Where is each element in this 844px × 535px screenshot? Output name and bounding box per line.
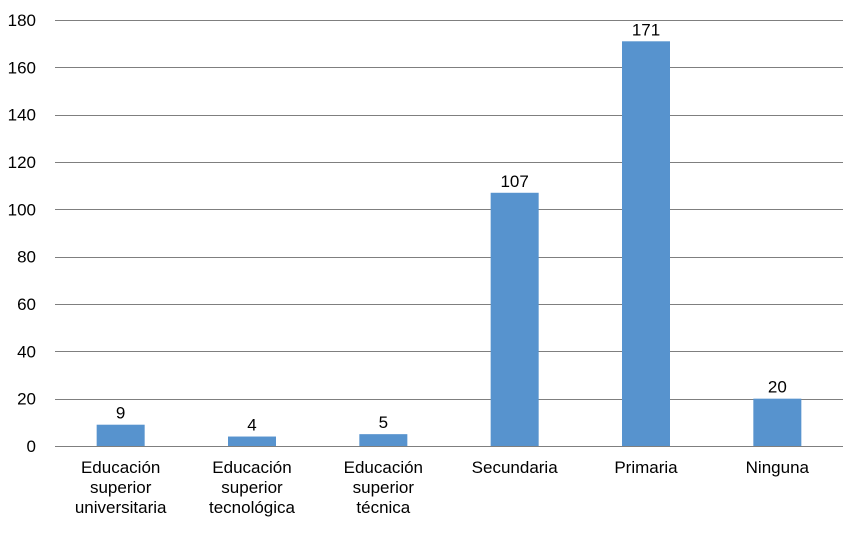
x-category-label-line: superior: [353, 478, 415, 497]
bars: [96, 41, 802, 447]
y-tick-label: 140: [8, 106, 36, 125]
y-tick-label: 40: [17, 342, 36, 361]
bar-data-label: 107: [500, 172, 528, 191]
x-category-label-line: Ninguna: [746, 458, 810, 477]
y-tick-label: 100: [8, 200, 36, 219]
x-category-label-line: Primaria: [614, 458, 678, 477]
x-category-label-line: técnica: [356, 498, 410, 517]
x-category-label-line: Educación: [344, 458, 423, 477]
bar-data-label: 171: [632, 20, 660, 39]
data-labels: 9 4 5 107 171 20: [116, 20, 787, 434]
bar: [622, 41, 670, 447]
x-category-label: Ninguna: [746, 458, 810, 477]
x-category-label-line: Secundaria: [472, 458, 559, 477]
bar: [753, 398, 802, 446]
x-category-label-line: universitaria: [75, 498, 167, 517]
x-category-label: Secundaria: [472, 458, 559, 477]
y-tick-label: 80: [17, 248, 36, 267]
x-category-label: Educación superior tecnológica: [209, 458, 296, 517]
x-category-label-line: Educación: [81, 458, 160, 477]
y-tick-label: 180: [8, 11, 36, 30]
x-category-label-line: superior: [90, 478, 152, 497]
bar-data-label: 4: [247, 416, 256, 435]
bar: [228, 436, 276, 446]
x-category-label: Primaria: [614, 458, 678, 477]
bar-data-label: 5: [379, 413, 388, 432]
y-tick-label: 20: [17, 390, 36, 409]
x-category-label: Educación superior universitaria: [75, 458, 167, 517]
x-category-label-line: Educación: [212, 458, 291, 477]
gridlines: [55, 20, 843, 447]
y-tick-label: 60: [17, 295, 36, 314]
x-category-label-line: superior: [221, 478, 283, 497]
y-tick-label: 120: [8, 153, 36, 172]
bar-data-label: 9: [116, 404, 125, 423]
y-axis-tick-labels: 0 20 40 60 80 100 120 140 160 180: [8, 11, 36, 456]
y-tick-label: 0: [27, 437, 36, 456]
bar-data-label: 20: [768, 378, 787, 397]
x-category-label-line: tecnológica: [209, 498, 296, 517]
bar: [359, 434, 408, 446]
y-tick-label: 160: [8, 58, 36, 77]
bar: [96, 424, 145, 446]
bar: [490, 192, 539, 446]
x-category-label: Educación superior técnica: [344, 458, 423, 517]
